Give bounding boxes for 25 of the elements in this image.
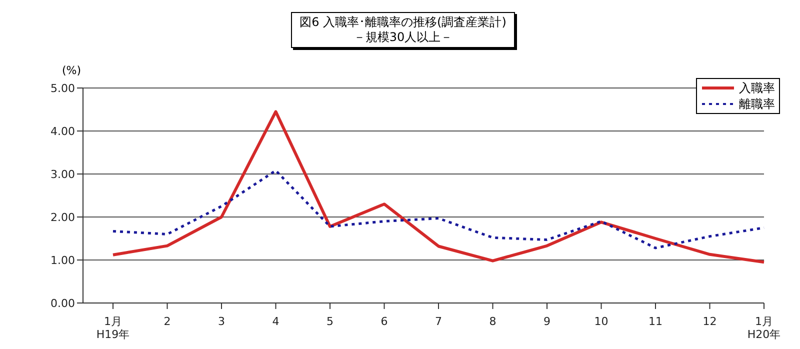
line-series	[112, 110, 766, 264]
chart-subtitle: －規模30人以上－	[352, 30, 454, 45]
x-tick-label: 12	[702, 315, 717, 328]
legend-label: 入職率	[739, 80, 775, 96]
x-tick-label: 1月 H19年	[96, 315, 130, 341]
x-tick-label: 11	[648, 315, 662, 328]
x-tick-label: 7	[435, 315, 442, 328]
x-tick-label: 4	[272, 315, 280, 328]
legend-label: 離職率	[739, 96, 775, 112]
x-tick-label: 10	[594, 315, 608, 328]
y-axis-title: (%)	[62, 64, 82, 77]
y-tick-label: 4.00	[50, 124, 75, 138]
y-tick-label: 5.00	[50, 82, 75, 95]
y-tick-label: 1.00	[50, 254, 75, 267]
x-tick-label: 5	[326, 315, 334, 328]
y-tick-label: 2.00	[50, 210, 75, 224]
y-tick-label: 3.00	[50, 168, 75, 181]
x-tick-label: 3	[218, 315, 225, 328]
x-tick-label: 9	[544, 315, 550, 328]
x-tick-label: 1月 H20年	[747, 315, 781, 341]
x-tick-label: 8	[489, 315, 496, 328]
x-tick-label: 6	[380, 315, 388, 328]
y-tick-label: 0.00	[50, 296, 75, 310]
chart-title: 図6 入職率･離職率の推移(調査産業計)	[300, 15, 506, 30]
x-tick-label: 2	[164, 315, 171, 328]
